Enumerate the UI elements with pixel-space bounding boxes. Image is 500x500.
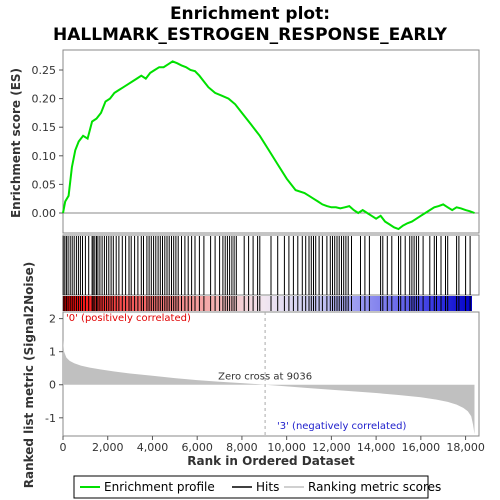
es-tick-label: 0.20: [32, 93, 57, 106]
x-tick-label: 0: [60, 441, 67, 454]
x-tick-label: 4,000: [137, 441, 169, 454]
x-tick-label: 14,000: [357, 441, 396, 454]
metric-tick-label: 2: [49, 313, 56, 326]
x-tick-label: 12,000: [312, 441, 351, 454]
es-tick-label: 0.10: [32, 150, 57, 163]
legend: Enrichment profile Hits Ranking metric s…: [73, 475, 441, 499]
hits-panel: [62, 234, 480, 296]
es-axis-ticks: 0.00 0.05 0.10 0.15 0.20 0.25: [32, 64, 63, 220]
negative-correlation-label: '3' (negatively correlated): [277, 421, 406, 432]
metric-tick-label: 1: [49, 346, 56, 359]
es-tick-label: 0.00: [32, 207, 57, 220]
legend-enrichment-profile: Enrichment profile: [104, 480, 215, 494]
es-panel-frame: [62, 49, 480, 234]
x-tick-label: 18,000: [446, 441, 485, 454]
enrichment-profile-line: [62, 60, 475, 231]
legend-ranking-metric-scores: Ranking metric scores: [308, 480, 441, 494]
x-tick-label: 2,000: [92, 441, 124, 454]
es-axis-label: Enrichment score (ES): [9, 68, 23, 218]
x-tick-label: 8,000: [226, 441, 258, 454]
x-tick-label: 16,000: [402, 441, 441, 454]
x-tick-label: 6,000: [181, 441, 213, 454]
metric-axis-label: Ranked list metric (Signal2Noise): [22, 262, 36, 489]
hit-lines: [62, 236, 471, 295]
metric-panel: -1 0 1 2 '0' (positively correlated) Zero c…: [22, 262, 480, 489]
chart-title-line1: Enrichment plot:: [170, 4, 330, 24]
es-panel: 0.00 0.05 0.10 0.15 0.20 0.25 Enrichment scor…: [9, 49, 480, 234]
ranking-metric-area: [63, 340, 475, 435]
es-tick-label: 0.25: [32, 64, 57, 77]
ranking-color-bar: [63, 296, 472, 311]
x-axis-label: Rank in Ordered Dataset: [187, 454, 355, 468]
zero-cross-label: Zero cross at 9036: [218, 372, 312, 383]
x-axis-ticks: 0 2,000 4,000 6,000 8,000 10,000 12,000 14,000 1…: [60, 436, 485, 454]
metric-axis-ticks: -1 0 1 2: [45, 313, 63, 425]
es-tick-label: 0.05: [32, 178, 57, 191]
color-bar-hit-lines: [62, 296, 471, 311]
x-tick-label: 10,000: [267, 441, 306, 454]
positive-correlation-label: '0' (positively correlated): [66, 313, 191, 324]
chart-title-line2: HALLMARK_ESTROGEN_RESPONSE_EARLY: [53, 25, 448, 45]
es-tick-label: 0.15: [32, 121, 57, 134]
metric-tick-label: 0: [49, 379, 56, 392]
metric-tick-label: -1: [45, 412, 56, 425]
legend-hits: Hits: [256, 480, 279, 494]
